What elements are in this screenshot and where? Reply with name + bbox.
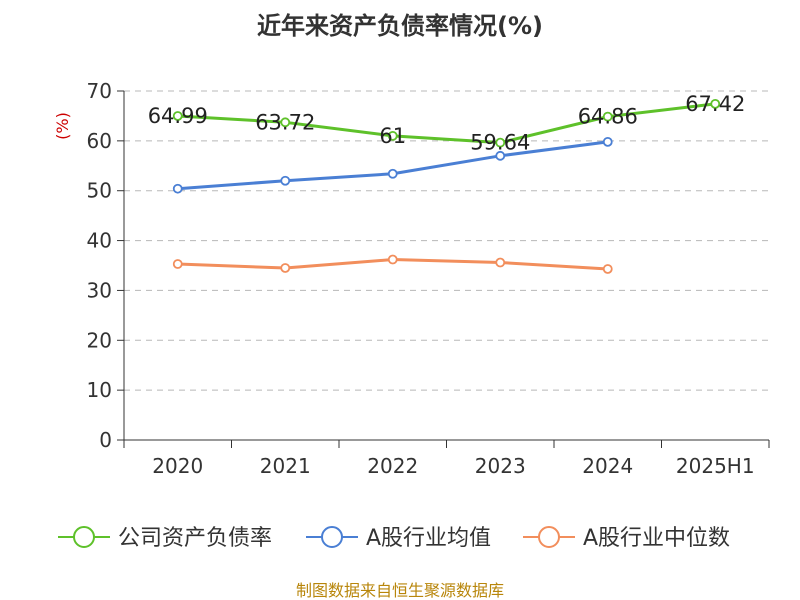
legend-label: A股行业中位数 (583, 526, 730, 551)
data-point (280, 117, 291, 128)
source-note: 制图数据来自恒生聚源数据库 (296, 581, 504, 600)
data-point (172, 183, 183, 194)
legend-label: A股行业均值 (366, 526, 491, 551)
x-tick-label: 2021 (260, 454, 311, 478)
legend-item: A股行业均值 (306, 526, 491, 551)
axes: 0 10 20 30 40 50 60 70 2020 2021 2022 2023 2024 2025H… (87, 79, 770, 478)
y-axis-unit: (%) (53, 112, 72, 140)
y-tick-label: 60 (87, 129, 112, 153)
legend-swatch-marker (538, 526, 560, 548)
legend-swatch-marker (321, 526, 343, 548)
data-point (495, 137, 506, 148)
y-tick-label: 10 (87, 378, 112, 402)
data-point (280, 263, 291, 273)
data-point (387, 168, 398, 179)
legend: 公司资产负债率 A股行业均值 A股行业中位数 (58, 526, 730, 551)
data-label: 64.86 (578, 105, 638, 129)
legend-item: A股行业中位数 (523, 526, 730, 551)
series-company (172, 98, 721, 148)
y-tick-label: 70 (87, 79, 112, 103)
data-point (172, 259, 183, 269)
data-point (172, 111, 183, 121)
data-point (387, 130, 398, 141)
data-label: 59.64 (470, 131, 530, 155)
y-tick-label: 30 (87, 278, 112, 302)
gridlines (124, 90, 769, 391)
legend-item: 公司资产负债率 (58, 526, 272, 551)
data-point (495, 257, 506, 268)
series-industry-median (172, 254, 613, 274)
y-tick-label: 50 (87, 179, 112, 203)
legend-swatch-marker (73, 526, 95, 548)
x-tick-label: 2020 (152, 454, 203, 478)
series-industry-mean (172, 136, 613, 194)
series-line (177, 102, 716, 145)
x-tick-label: 2023 (475, 454, 526, 478)
series-layer (172, 98, 721, 274)
data-point (602, 264, 613, 274)
y-tick-label: 0 (99, 428, 112, 452)
legend-label: 公司资产负债率 (118, 526, 272, 551)
data-label: 61 (379, 124, 406, 148)
x-tick-label: 2022 (367, 454, 418, 478)
data-label: 64.99 (148, 104, 208, 128)
series-line (177, 140, 608, 191)
chart-title: 近年来资产负债率情况(%) (257, 12, 543, 40)
data-point (280, 175, 291, 186)
data-point (495, 150, 506, 161)
data-point (710, 98, 721, 109)
x-tick-label: 2024 (582, 454, 633, 478)
data-labels: 64.99 63.72 61 59.64 64.86 67.42 (148, 92, 746, 155)
y-tick-label: 40 (87, 229, 112, 253)
data-point (602, 111, 613, 122)
data-point (387, 254, 398, 265)
y-tick-label: 20 (87, 328, 112, 352)
data-point (602, 136, 613, 147)
data-label: 67.42 (685, 92, 745, 116)
x-tick-label: 2025H1 (676, 454, 755, 478)
data-label: 63.72 (255, 110, 315, 134)
